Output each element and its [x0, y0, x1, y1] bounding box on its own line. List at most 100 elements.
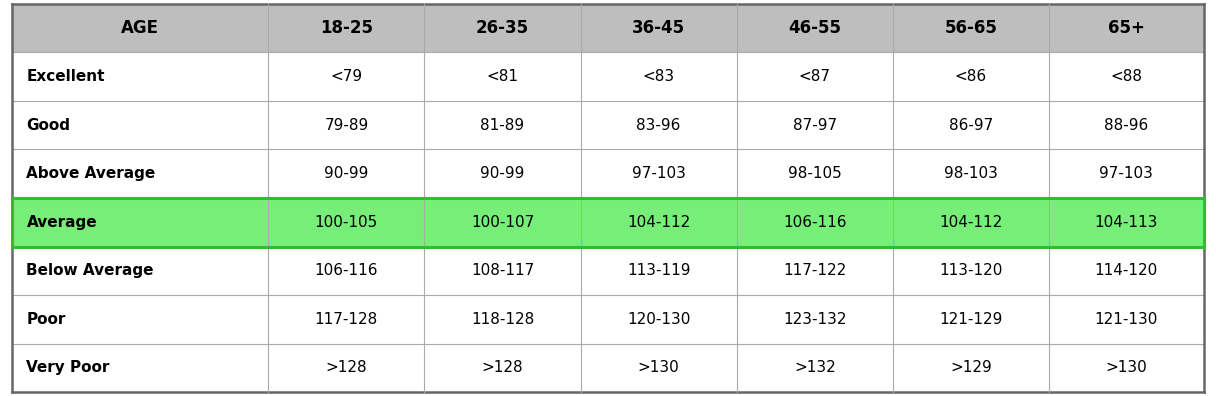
- Bar: [580, 52, 737, 101]
- Text: <83: <83: [642, 69, 675, 84]
- Text: 117-122: 117-122: [783, 263, 846, 278]
- Text: 79-89: 79-89: [325, 118, 368, 133]
- Bar: [12, 4, 269, 52]
- Text: Very Poor: Very Poor: [27, 360, 109, 375]
- Text: 18-25: 18-25: [320, 19, 373, 37]
- Bar: [424, 101, 580, 149]
- Bar: [1049, 246, 1204, 295]
- Bar: [1049, 149, 1204, 198]
- Text: 36-45: 36-45: [632, 19, 685, 37]
- Text: 106-116: 106-116: [783, 215, 846, 230]
- Bar: [580, 343, 737, 392]
- Text: 120-130: 120-130: [627, 312, 691, 327]
- Bar: [269, 343, 424, 392]
- Bar: [424, 198, 580, 246]
- Bar: [737, 343, 893, 392]
- Bar: [12, 101, 269, 149]
- Bar: [580, 246, 737, 295]
- Text: 118-128: 118-128: [471, 312, 534, 327]
- Text: 90-99: 90-99: [480, 166, 525, 181]
- Bar: [269, 246, 424, 295]
- Text: 97-103: 97-103: [1099, 166, 1153, 181]
- Bar: [12, 295, 269, 343]
- Bar: [737, 149, 893, 198]
- Text: <79: <79: [331, 69, 362, 84]
- Bar: [12, 246, 269, 295]
- Text: 83-96: 83-96: [636, 118, 681, 133]
- Text: >130: >130: [637, 360, 680, 375]
- Text: >132: >132: [794, 360, 835, 375]
- Text: <86: <86: [955, 69, 987, 84]
- Bar: [893, 52, 1049, 101]
- Text: 81-89: 81-89: [480, 118, 524, 133]
- Bar: [737, 295, 893, 343]
- Bar: [893, 343, 1049, 392]
- Bar: [424, 4, 580, 52]
- Bar: [580, 149, 737, 198]
- Bar: [580, 295, 737, 343]
- Bar: [424, 343, 580, 392]
- Text: >128: >128: [326, 360, 367, 375]
- Text: 100-105: 100-105: [315, 215, 378, 230]
- Text: Above Average: Above Average: [27, 166, 156, 181]
- Bar: [269, 4, 424, 52]
- Bar: [1049, 101, 1204, 149]
- Text: 106-116: 106-116: [315, 263, 378, 278]
- Text: >128: >128: [482, 360, 523, 375]
- Text: 90-99: 90-99: [325, 166, 368, 181]
- Bar: [580, 4, 737, 52]
- Text: 104-112: 104-112: [627, 215, 691, 230]
- Bar: [1049, 198, 1204, 246]
- Text: 86-97: 86-97: [948, 118, 993, 133]
- Text: 108-117: 108-117: [471, 263, 534, 278]
- Text: Average: Average: [27, 215, 97, 230]
- Bar: [424, 295, 580, 343]
- Text: 121-129: 121-129: [939, 312, 1002, 327]
- Text: 114-120: 114-120: [1094, 263, 1158, 278]
- Bar: [1049, 4, 1204, 52]
- Text: Below Average: Below Average: [27, 263, 154, 278]
- Bar: [424, 246, 580, 295]
- Bar: [269, 295, 424, 343]
- Text: 123-132: 123-132: [783, 312, 846, 327]
- Bar: [1049, 295, 1204, 343]
- Bar: [737, 4, 893, 52]
- Text: <81: <81: [486, 69, 518, 84]
- Text: >130: >130: [1105, 360, 1147, 375]
- Bar: [269, 149, 424, 198]
- Bar: [1049, 52, 1204, 101]
- Bar: [893, 101, 1049, 149]
- Text: 104-113: 104-113: [1094, 215, 1158, 230]
- Bar: [424, 149, 580, 198]
- Bar: [269, 198, 424, 246]
- Bar: [12, 52, 269, 101]
- Text: 26-35: 26-35: [475, 19, 529, 37]
- Bar: [12, 149, 269, 198]
- Bar: [269, 52, 424, 101]
- Text: 113-120: 113-120: [939, 263, 1002, 278]
- Text: <88: <88: [1110, 69, 1142, 84]
- Text: AGE: AGE: [122, 19, 159, 37]
- Text: 100-107: 100-107: [471, 215, 534, 230]
- Bar: [737, 52, 893, 101]
- Bar: [12, 198, 269, 246]
- Bar: [893, 295, 1049, 343]
- Text: 98-105: 98-105: [788, 166, 841, 181]
- Bar: [893, 198, 1049, 246]
- Text: 97-103: 97-103: [631, 166, 686, 181]
- Text: 117-128: 117-128: [315, 312, 378, 327]
- Text: <87: <87: [799, 69, 831, 84]
- Text: 56-65: 56-65: [945, 19, 997, 37]
- Text: 121-130: 121-130: [1094, 312, 1158, 327]
- Text: Excellent: Excellent: [27, 69, 105, 84]
- Text: >129: >129: [950, 360, 992, 375]
- Bar: [1049, 343, 1204, 392]
- Bar: [12, 343, 269, 392]
- Text: Good: Good: [27, 118, 71, 133]
- Bar: [737, 246, 893, 295]
- Text: 87-97: 87-97: [793, 118, 837, 133]
- Bar: [269, 101, 424, 149]
- Bar: [424, 52, 580, 101]
- Text: 88-96: 88-96: [1104, 118, 1148, 133]
- Text: 65+: 65+: [1108, 19, 1144, 37]
